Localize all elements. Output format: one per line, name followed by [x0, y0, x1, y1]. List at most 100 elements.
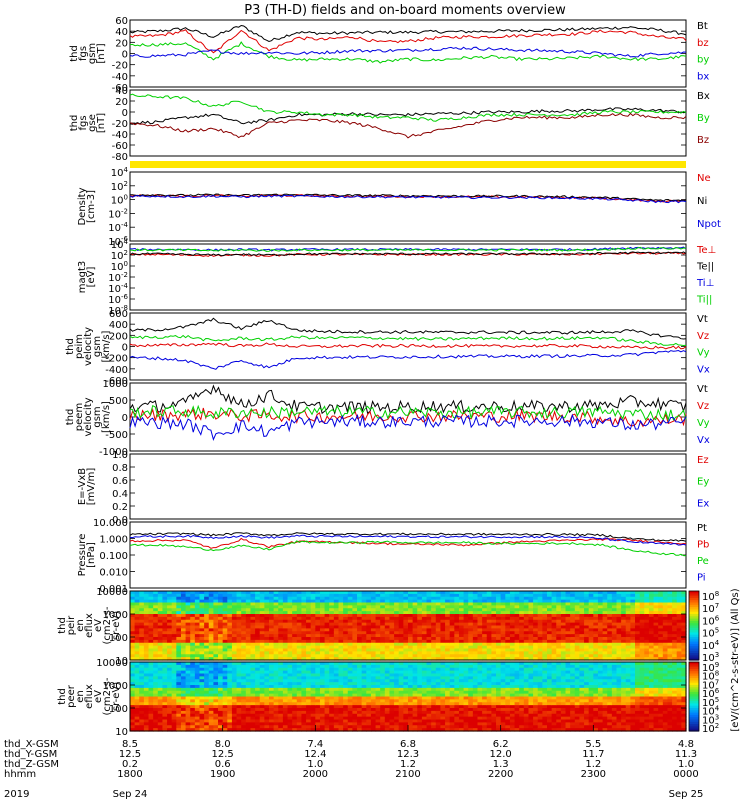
legend-Ez: Ez — [697, 455, 709, 466]
x-tick-value: 4.8 — [678, 739, 694, 750]
y-tick-label: 10-2 — [108, 207, 128, 220]
y-tick-label: 10.000 — [93, 518, 128, 529]
y-tick-label: -40 — [112, 72, 128, 83]
legend-Ti⊥: Ti⊥ — [696, 278, 714, 289]
legend-Ex: Ex — [697, 498, 709, 509]
x-tick-value: 8.0 — [215, 739, 231, 750]
series-line-Npot — [129, 194, 687, 204]
legend-Bt: Bt — [697, 21, 708, 32]
y-tick-label: 104 — [111, 166, 129, 179]
y-tick-label: -400 — [105, 365, 128, 376]
y-tick-label: 100 — [111, 194, 128, 207]
legend-Vx: Vx — [697, 364, 710, 375]
series-line-Vy — [129, 334, 687, 347]
y-tick-label: 1.000 — [99, 535, 128, 546]
legend-Vt: Vt — [697, 314, 708, 325]
panel-frame — [129, 171, 687, 242]
x-tick-value: 8.5 — [122, 739, 138, 750]
y-tick-label: 40 — [115, 86, 128, 97]
legend-By: By — [697, 113, 710, 124]
y-axis-label: thdpeirenefluxeV(cm2-s-sr-eV) — [57, 606, 122, 644]
x-tick-value: 2000 — [303, 769, 328, 780]
panel-density: 10410210010-210-410-6Density[cm-3]NeNiNp… — [77, 166, 721, 248]
panel-electron_velocity: 1000 500 0 -500 -1000 thdpeemvelocitygsm[km/s… — [65, 379, 710, 458]
legend-Vz: Vz — [697, 401, 709, 412]
panel-frame — [129, 89, 687, 157]
legend-Bx: Bx — [697, 91, 710, 102]
x-tick-value: 0.2 — [122, 759, 138, 770]
y-tick-label: 100 — [109, 704, 128, 715]
y-tick-label: 10000 — [96, 587, 128, 598]
series-line-Te|| — [129, 251, 687, 257]
date-label: Sep 24 — [113, 789, 148, 800]
y-tick-label: -80 — [112, 152, 128, 163]
x-tick-value: 1.0 — [678, 759, 694, 770]
colorbar-tick: 104 — [702, 639, 720, 652]
panel-frame — [129, 521, 687, 589]
quality-flag-bar — [130, 161, 686, 168]
series-line-Vy — [129, 404, 687, 422]
x-row-label: thd_Z-GSM — [4, 759, 59, 770]
x-tick-value: 12.0 — [490, 749, 512, 760]
y-tick-label: 0.010 — [99, 568, 128, 579]
y-tick-label: 0.100 — [99, 551, 128, 562]
legend-Npot: Npot — [697, 219, 721, 230]
x-tick-value: 1.2 — [400, 759, 416, 770]
panel-frame — [129, 590, 687, 661]
legend-bx: bx — [697, 71, 709, 82]
y-tick-label: -200 — [105, 354, 128, 365]
colorbar-tick: 106 — [702, 614, 720, 627]
x-tick-value: 12.5 — [119, 749, 141, 760]
x-tick-value: 1900 — [210, 769, 235, 780]
y-tick-label: 0.4 — [112, 489, 128, 500]
plot-title: P3 (TH-D) fields and on-board moments ov… — [244, 3, 566, 18]
x-tick-value: 1.3 — [493, 759, 509, 770]
legend-Vt: Vt — [697, 384, 708, 395]
y-axis-label: Density[cm-3] — [77, 187, 97, 225]
y-tick-label: 0.8 — [112, 463, 128, 474]
colorbar-tick: 107 — [702, 602, 719, 615]
y-tick-label: 100 — [109, 633, 128, 644]
legend-Vy: Vy — [697, 348, 710, 359]
y-tick-label: 0.001 — [99, 584, 128, 595]
y-tick-label: 10 — [115, 727, 128, 738]
series-line-Vz — [129, 407, 687, 428]
y-tick-label: 0.6 — [112, 476, 128, 487]
colorbar-tick: 108 — [702, 590, 719, 603]
series-line-Pe — [129, 540, 687, 557]
series-line-Vx — [129, 413, 687, 442]
x-row-label: hhmm — [4, 769, 36, 780]
y-tick-label: 500 — [109, 396, 128, 407]
series-line-Vx — [129, 349, 687, 370]
y-tick-label: 60 — [115, 16, 128, 27]
year-label: 2019 — [4, 789, 29, 800]
y-tick-label: -20 — [112, 61, 128, 72]
y-tick-label: 400 — [109, 320, 128, 331]
y-tick-label: 10000 — [96, 658, 128, 669]
series-line-Pt — [129, 532, 687, 542]
y-axis-label: thdfgsgse[nT] — [69, 113, 107, 133]
x-row-label: thd_X-GSM — [4, 739, 59, 750]
x-tick-value: 6.8 — [400, 739, 416, 750]
legend-Pe: Pe — [697, 556, 709, 567]
y-tick-label: -60 — [112, 83, 128, 94]
series-line-Pi — [129, 534, 687, 546]
x-tick-value: 12.3 — [397, 749, 419, 760]
panel-frame — [129, 19, 687, 88]
x-axis-labels: thd_X-GSM 8.5 8.0 7.4 6.8 6.2 5.5 4.8 thd_Y-GSM 1… — [4, 725, 703, 800]
y-tick-label: 0 — [122, 343, 128, 354]
y-tick-label: -40 — [112, 130, 128, 141]
date-label: Sep 25 — [669, 789, 704, 800]
series-line-bx — [129, 46, 687, 58]
legend-Vx: Vx — [697, 435, 710, 446]
x-tick-value: 12.5 — [212, 749, 234, 760]
y-tick-label: -1000 — [99, 447, 128, 458]
legend-Pt: Pt — [697, 523, 707, 534]
